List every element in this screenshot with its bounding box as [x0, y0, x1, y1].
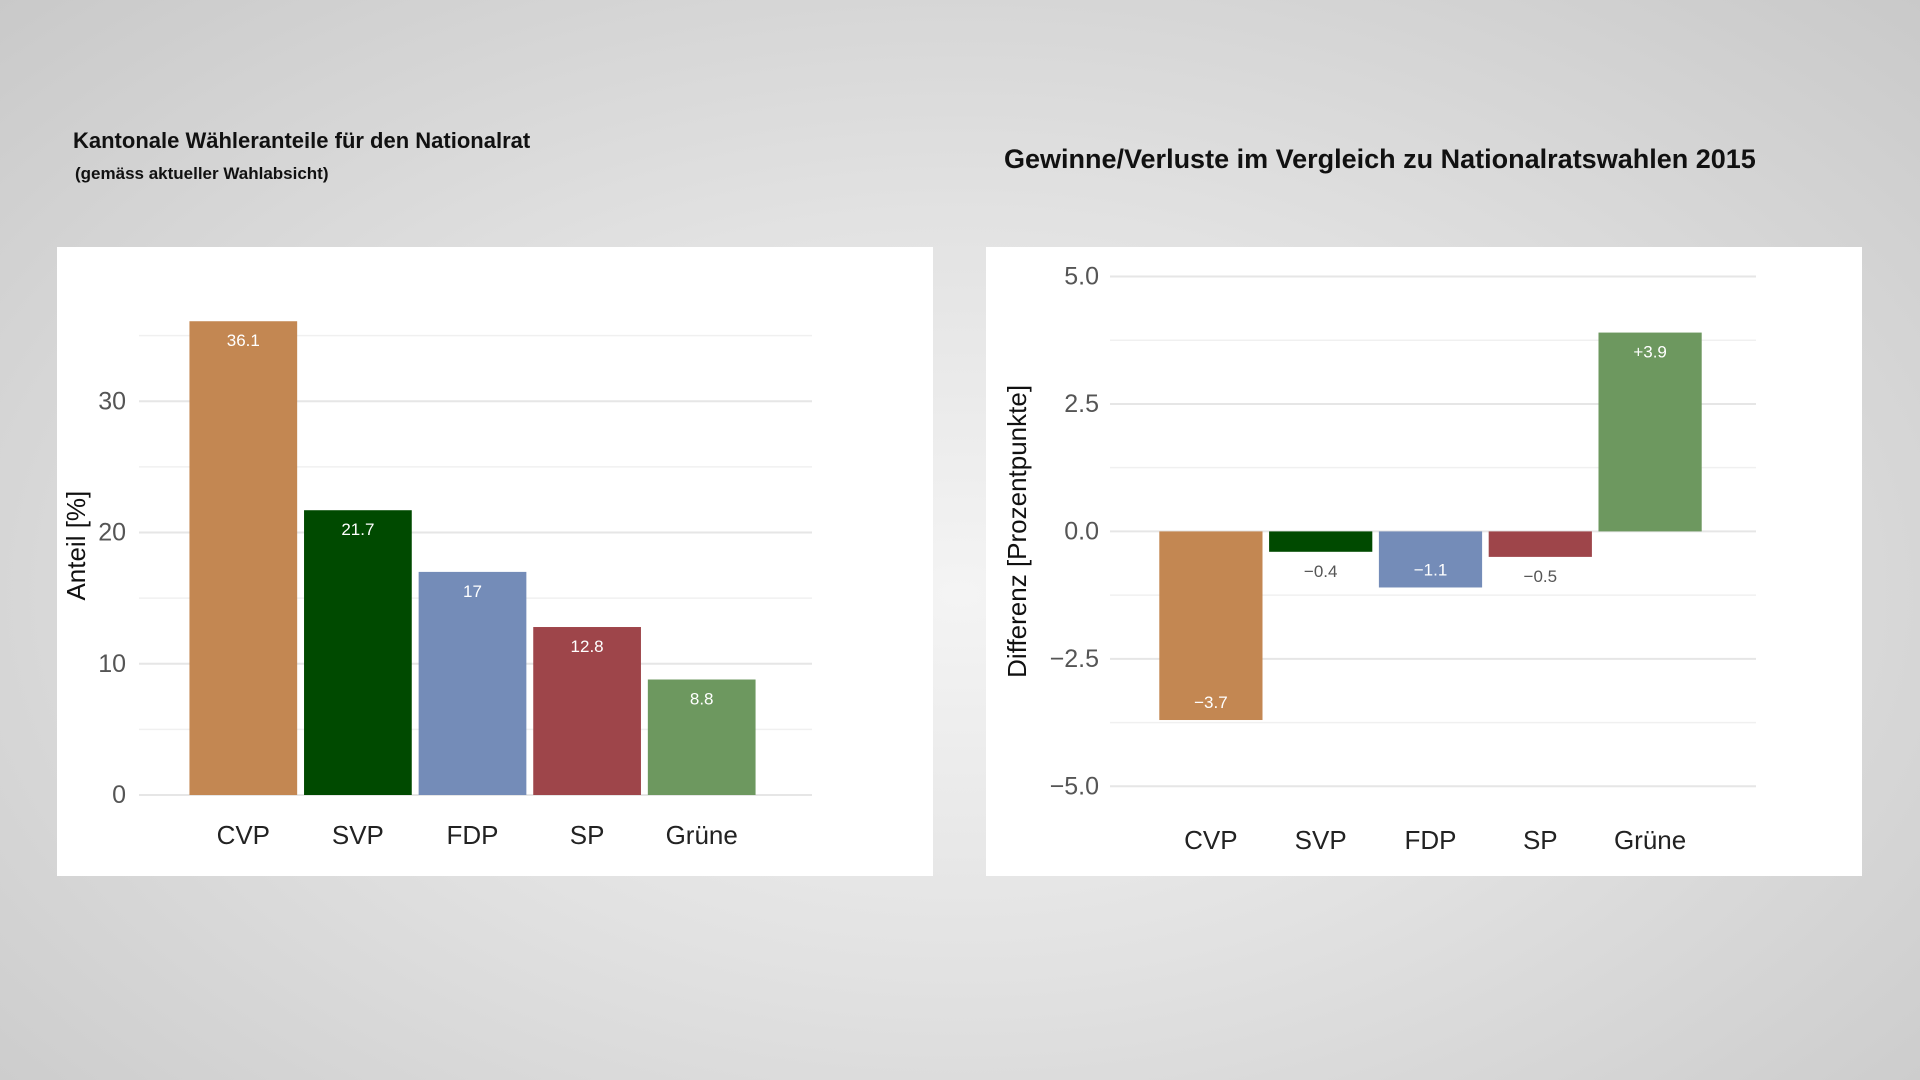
difference-chart-panel: −5.0 −2.5 0.0 2.5 5.0 −3.7 CVP −0.4 SVP −1.1 FDP −0…	[986, 247, 1862, 876]
share-bar-chart: 0 10 20 30 36.1 CVP 21.7 SVP 17 FDP 12.8 SP 8.8 Grüne…	[61, 321, 812, 850]
bar-grüne	[1598, 332, 1702, 532]
bar-value-label: +3.9	[1633, 343, 1667, 362]
bar-fdp	[418, 571, 527, 795]
y-tick-label: −2.5	[1050, 645, 1099, 673]
right-chart-title: Gewinne/Verluste im Vergleich zu Nationa…	[1004, 144, 1756, 174]
y-tick-label: −5.0	[1050, 772, 1099, 800]
x-category-label: SVP	[332, 820, 384, 850]
bar-svp	[304, 510, 412, 795]
x-category-label: Grüne	[666, 820, 738, 850]
y-tick-label: 5.0	[1064, 262, 1099, 290]
x-category-label: SP	[1523, 825, 1558, 855]
bar-value-label: 8.8	[690, 690, 714, 709]
left-chart-subtitle: (gemäss aktueller Wahlabsicht)	[75, 164, 329, 183]
y-axis-title: Differenz [Prozentpunkte]	[1002, 385, 1032, 678]
bar-value-label: 36.1	[227, 331, 260, 350]
y-tick-label: 10	[98, 650, 126, 678]
left-chart-title: Kantonale Wähleranteile für den National…	[73, 128, 531, 153]
y-tick-label: 0	[112, 781, 126, 809]
x-category-label: CVP	[217, 820, 270, 850]
y-tick-label: 30	[98, 387, 126, 415]
x-category-label: SVP	[1295, 825, 1347, 855]
x-category-label: FDP	[447, 820, 499, 850]
bar-svp	[1269, 531, 1373, 552]
bar-sp	[1488, 531, 1592, 557]
bar-value-label: −0.5	[1524, 567, 1558, 586]
y-tick-label: 0.0	[1064, 517, 1099, 545]
x-category-label: Grüne	[1614, 825, 1686, 855]
bar-value-label: 12.8	[571, 637, 604, 656]
share-chart-panel: 0 10 20 30 36.1 CVP 21.7 SVP 17 FDP 12.8 SP 8.8 Grüne…	[57, 247, 933, 876]
bar-sp	[533, 627, 641, 795]
bar-cvp	[1159, 531, 1263, 721]
x-category-label: CVP	[1184, 825, 1237, 855]
y-tick-label: 2.5	[1064, 390, 1099, 418]
bar-grüne	[647, 679, 756, 795]
bar-value-label: 17	[463, 582, 482, 601]
bar-value-label: −3.7	[1194, 693, 1228, 712]
bar-value-label: −1.1	[1414, 560, 1448, 579]
y-tick-label: 20	[98, 519, 126, 547]
bar-cvp	[189, 321, 298, 795]
y-axis-title: Anteil [%]	[61, 491, 91, 601]
difference-bar-chart: −5.0 −2.5 0.0 2.5 5.0 −3.7 CVP −0.4 SVP −1.1 FDP −0…	[1002, 262, 1756, 855]
x-category-label: FDP	[1405, 825, 1457, 855]
bar-value-label: −0.4	[1304, 562, 1338, 581]
x-category-label: SP	[570, 820, 605, 850]
bar-value-label: 21.7	[341, 520, 374, 539]
bar-fdp	[1378, 531, 1483, 588]
